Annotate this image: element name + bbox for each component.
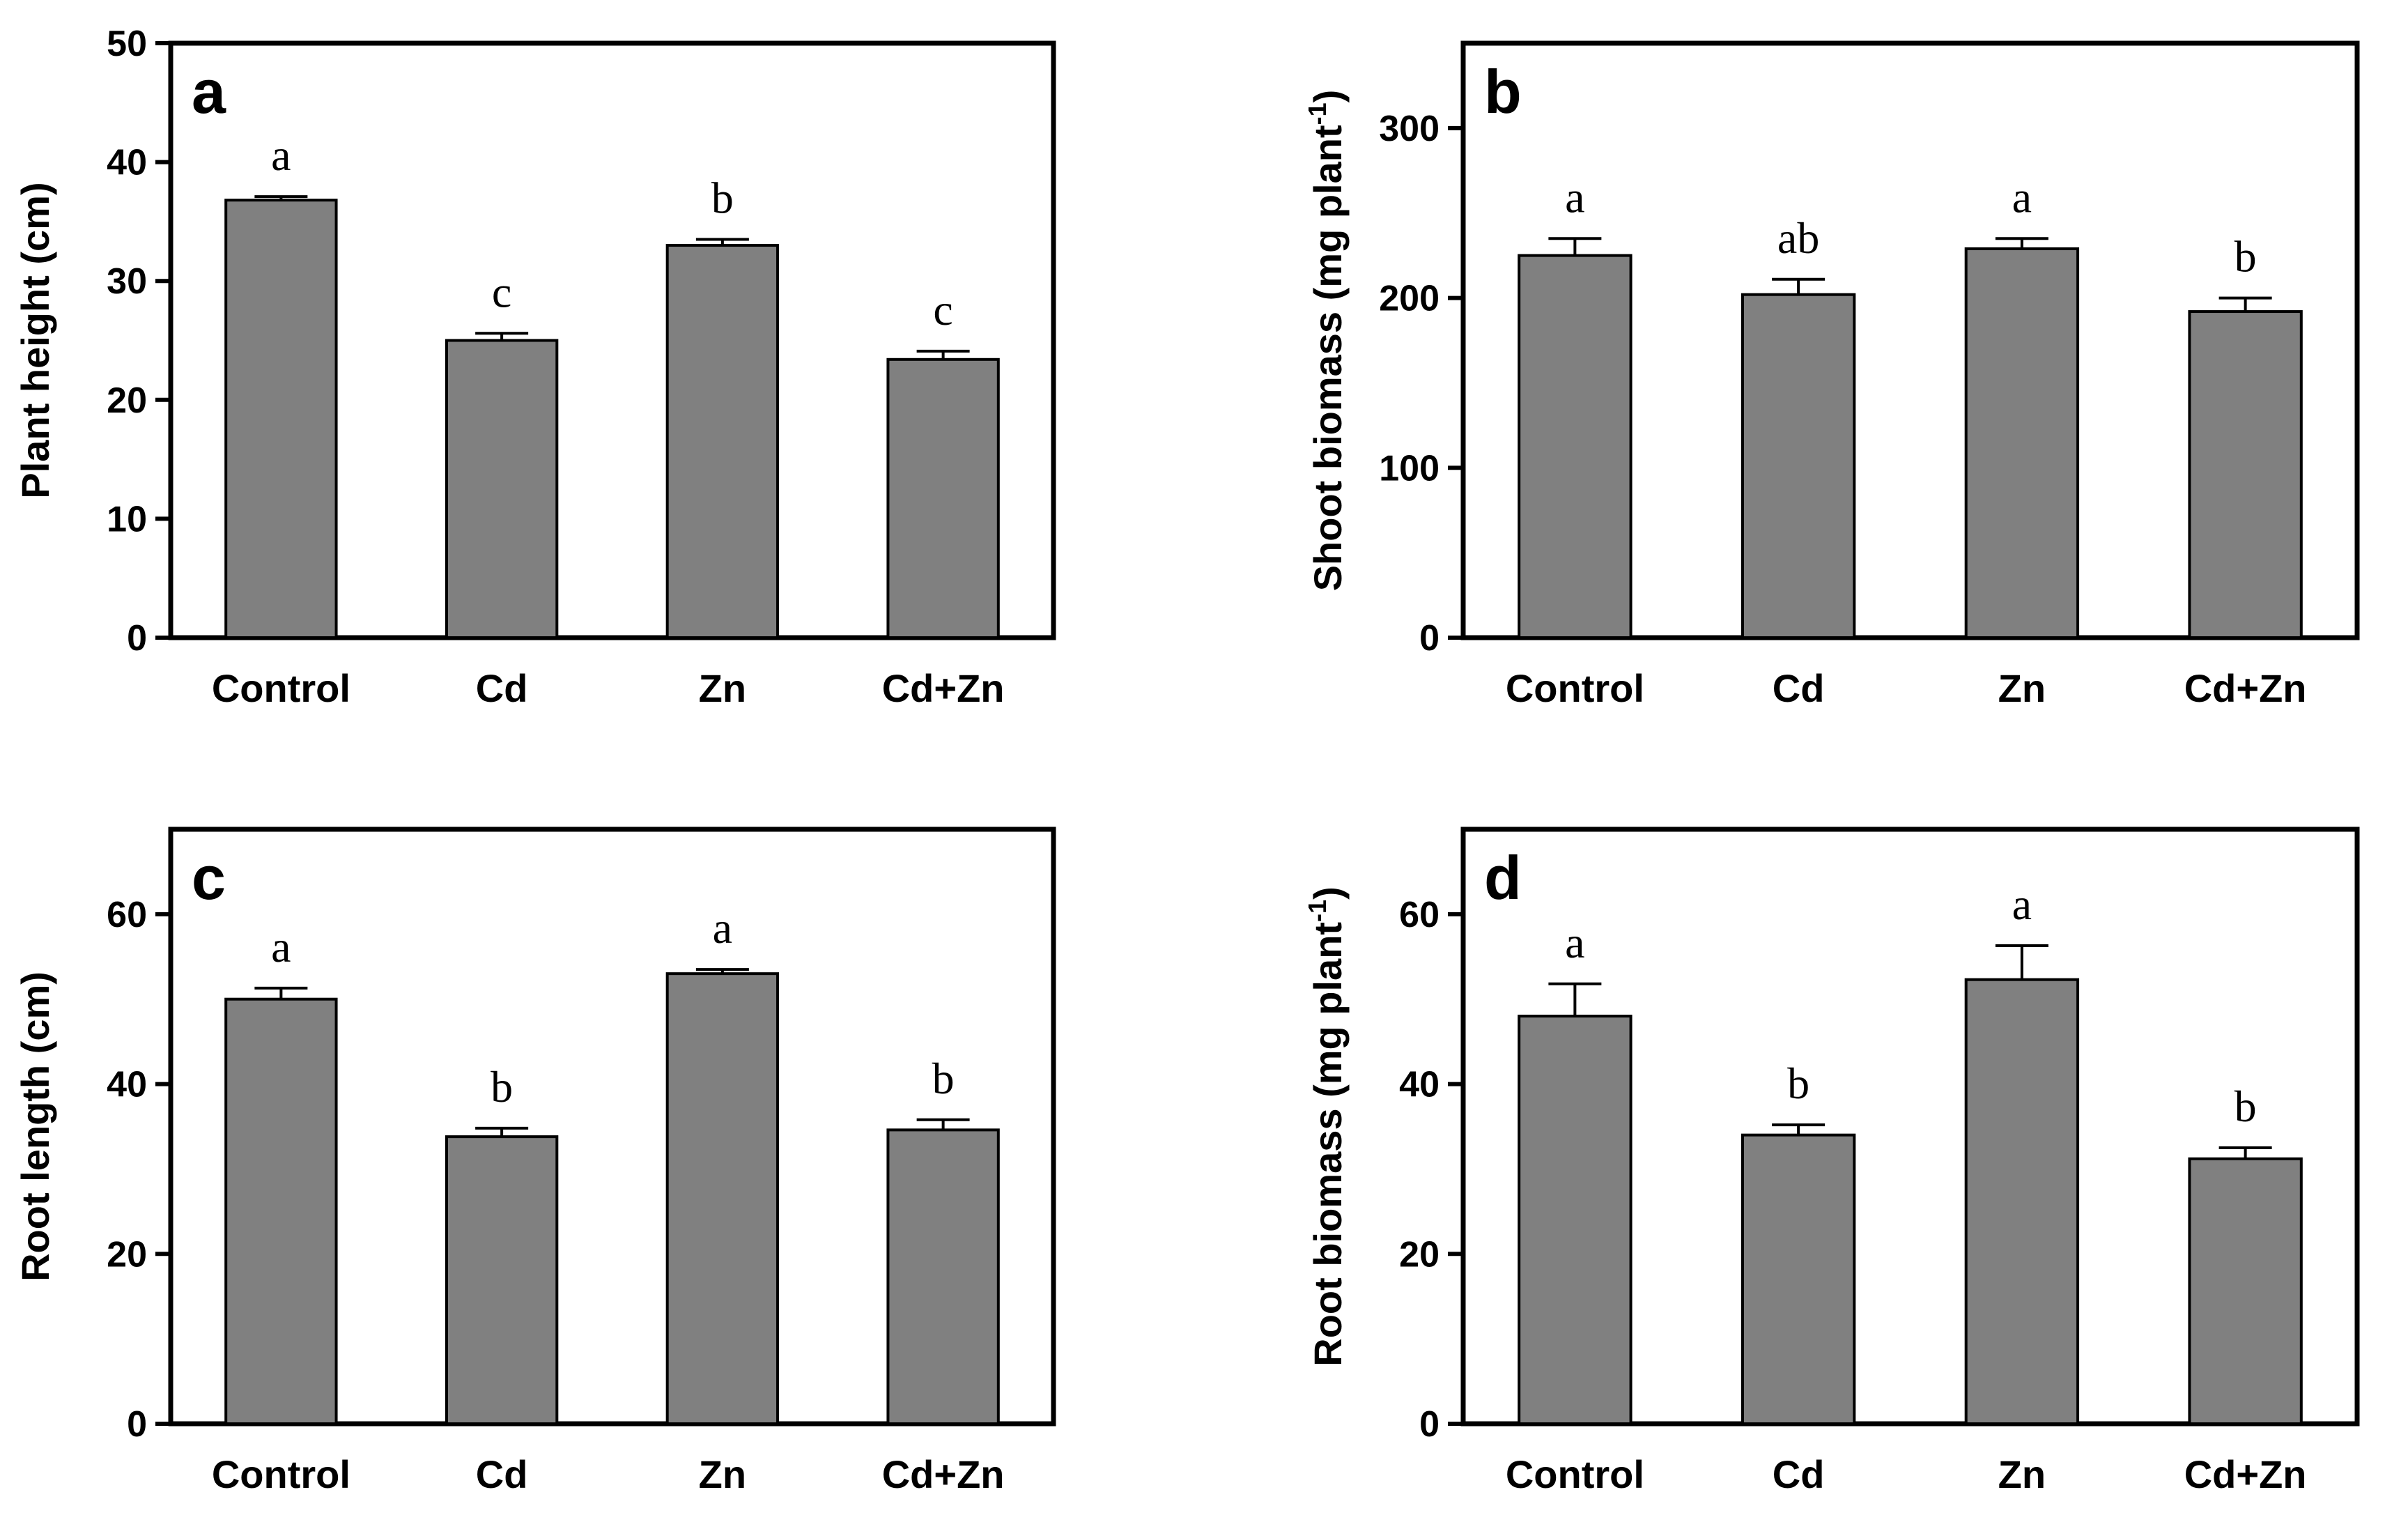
significance-letter: b <box>1787 1059 1809 1108</box>
category-label: Cd+Zn <box>2184 1452 2307 1496</box>
panel-letter: c <box>192 843 226 912</box>
category-label: Control <box>212 1452 350 1496</box>
bar-cd-zn <box>2188 310 2303 639</box>
significance-letter: c <box>933 285 952 335</box>
y-tick-label: 60 <box>107 895 147 935</box>
bar-cd-zn <box>886 358 1000 640</box>
y-tick-label: 50 <box>107 24 147 64</box>
significance-letter: b <box>491 1062 513 1112</box>
bar-control <box>1518 254 1633 639</box>
y-tick-label: 0 <box>1419 1404 1440 1445</box>
y-axis-label: Root biomass (mg plant-1) <box>1303 886 1350 1366</box>
panel-frame <box>168 827 1056 1427</box>
panel-letter: d <box>1484 843 1522 912</box>
bar-zn <box>665 244 780 639</box>
y-tick-label: 60 <box>1399 895 1440 935</box>
category-label: Cd <box>476 1452 528 1496</box>
significance-letter: a <box>271 922 291 971</box>
category-label: Zn <box>699 1452 746 1496</box>
category-label: Cd <box>476 666 528 710</box>
panel-frame <box>1460 40 2360 640</box>
y-axis-label: Shoot biomass (mg plant-1) <box>1303 90 1350 592</box>
category-label: Control <box>212 666 350 710</box>
y-tick-label: 20 <box>1399 1234 1440 1275</box>
y-tick-label: 20 <box>107 380 147 421</box>
category-label: Zn <box>1998 666 2046 710</box>
y-tick-label: 100 <box>1379 448 1440 489</box>
significance-letter: a <box>713 903 732 953</box>
bar-cd <box>1741 1133 1856 1425</box>
panel-frame <box>168 40 1056 640</box>
y-tick-label: 40 <box>107 1065 147 1105</box>
bar-cd <box>445 1135 559 1425</box>
bar-control <box>224 997 338 1425</box>
bar-cd <box>445 339 559 639</box>
bar-cd-zn <box>886 1128 1000 1425</box>
y-tick-label: 0 <box>1419 618 1440 659</box>
y-tick-label: 200 <box>1379 279 1440 319</box>
bar-zn <box>665 972 780 1425</box>
panel-frame <box>1460 827 2360 1427</box>
y-axis-label-superscript: -1 <box>1303 900 1332 922</box>
significance-letter: a <box>271 130 291 180</box>
significance-letter: b <box>932 1054 955 1103</box>
category-label: Zn <box>699 666 746 710</box>
y-tick-label: 40 <box>107 143 147 183</box>
y-axis-label: Plant height (cm) <box>13 182 57 498</box>
significance-letter: b <box>2235 232 2257 282</box>
category-label: Zn <box>1998 1452 2046 1496</box>
y-tick-label: 300 <box>1379 109 1440 149</box>
significance-letter: a <box>2012 172 2032 222</box>
significance-letter: c <box>492 267 511 316</box>
bar-zn <box>1964 247 2080 639</box>
bar-control <box>1518 1015 1633 1425</box>
y-tick-label: 40 <box>1399 1065 1440 1105</box>
category-label: Control <box>1506 1452 1644 1496</box>
significance-letter: a <box>1565 172 1584 222</box>
bar-control <box>224 199 338 639</box>
y-axis-label-superscript: -1 <box>1303 102 1332 125</box>
significance-letter: b <box>711 173 734 222</box>
y-tick-label: 20 <box>107 1234 147 1275</box>
category-label: Cd+Zn <box>2184 666 2307 710</box>
significance-letter: a <box>2012 879 2032 929</box>
y-tick-label: 10 <box>107 499 147 539</box>
bar-cd-zn <box>2188 1157 2303 1425</box>
significance-letter: b <box>2235 1082 2257 1131</box>
y-axis-label: Root length (cm) <box>13 971 57 1282</box>
bar-zn <box>1964 978 2080 1425</box>
panel-letter: a <box>192 57 226 126</box>
panel-a: 0 10 20 30 40 50 Plant height (cm) aa Control c Cd… <box>13 24 1056 710</box>
panel-letter: b <box>1484 57 1522 126</box>
y-tick-label: 0 <box>127 618 147 659</box>
y-tick-label: 30 <box>107 261 147 302</box>
category-label: Cd+Zn <box>882 666 1005 710</box>
category-label: Control <box>1506 666 1644 710</box>
category-label: Cd <box>1773 1452 1825 1496</box>
significance-letter: ab <box>1777 213 1819 263</box>
y-tick-label: 0 <box>127 1404 147 1445</box>
significance-letter: a <box>1565 918 1584 967</box>
category-label: Cd+Zn <box>882 1452 1005 1496</box>
bar-cd <box>1741 293 1856 639</box>
category-label: Cd <box>1773 666 1825 710</box>
